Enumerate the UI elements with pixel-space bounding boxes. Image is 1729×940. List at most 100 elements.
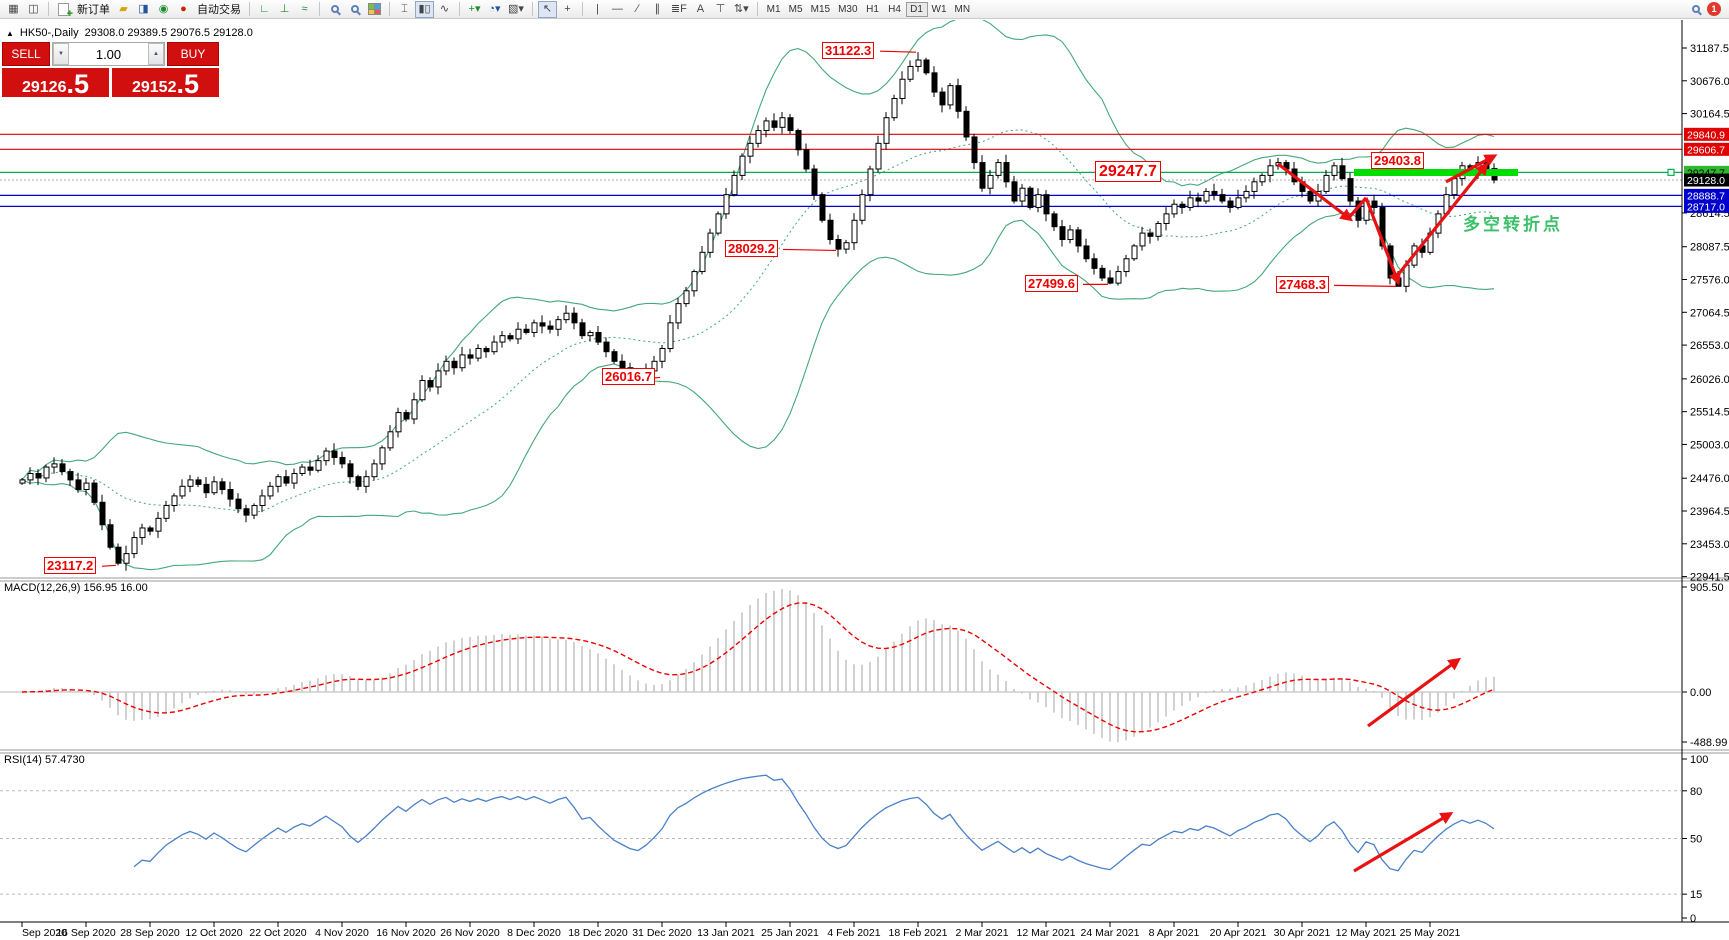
trend-arrows[interactable] — [1277, 154, 1498, 286]
bollinger-bands — [21, 20, 1495, 571]
notifications-icon[interactable]: 1 — [1707, 2, 1721, 16]
new-order-label[interactable]: 新订单 — [77, 4, 110, 16]
svg-text:25 Jan 2021: 25 Jan 2021 — [761, 927, 819, 939]
price-callout-29403.8[interactable]: 29403.8 — [1371, 152, 1424, 170]
trendline-icon[interactable]: ∕ — [636, 2, 639, 15]
zoom-in-icon[interactable] — [325, 1, 344, 18]
timeframe-m5[interactable]: M5 — [788, 3, 803, 15]
svg-text:31187.5: 31187.5 — [1690, 43, 1729, 55]
search-icon[interactable] — [1692, 5, 1700, 13]
volume-input[interactable]: 1.00 — [95, 46, 122, 62]
timeframe-d1[interactable]: D1 — [905, 1, 928, 17]
svg-text:4 Feb 2021: 4 Feb 2021 — [827, 927, 880, 939]
svg-text:0.00: 0.00 — [1690, 687, 1711, 699]
toolbar-separator — [319, 2, 320, 16]
macd-axis: 905.50 0.00 -488.99 — [1682, 582, 1727, 749]
text-label-icon[interactable]: ⊤ — [715, 2, 726, 15]
green-resistance-bar[interactable] — [1354, 169, 1518, 176]
horizontal-line-icon[interactable]: — — [611, 2, 623, 15]
svg-text:28087.5: 28087.5 — [1690, 242, 1729, 254]
buy-button[interactable]: BUY — [167, 42, 219, 66]
add-indicator-icon[interactable]: +▾ — [468, 2, 481, 15]
new-chart-icon[interactable]: ▦ — [8, 2, 19, 15]
chart-shift-icon[interactable]: ∟ — [259, 2, 270, 15]
buy-price-display[interactable]: 29152.5 — [112, 68, 219, 98]
chart-profiles-icon[interactable]: ◫ — [28, 2, 39, 15]
candlestick-chart-icon[interactable]: ▮▯ — [415, 0, 434, 18]
bar-chart-icon[interactable]: ⌶ — [401, 2, 408, 15]
sell-button[interactable]: SELL — [2, 42, 50, 66]
svg-text:50: 50 — [1690, 834, 1702, 846]
annotation-note-text[interactable]: 多空转折点 — [1463, 215, 1563, 234]
line-chart-icon[interactable]: ∿ — [439, 2, 450, 15]
toolbar-separator — [249, 2, 250, 16]
timeframe-m30[interactable]: M30 — [838, 3, 858, 15]
svg-text:13 Jan 2021: 13 Jan 2021 — [697, 927, 755, 939]
sell-price-display[interactable]: 29126.5 — [2, 68, 109, 98]
timeframe-h1[interactable]: H1 — [866, 3, 879, 15]
history-center-icon[interactable]: ▰ — [119, 2, 128, 15]
svg-text:16 Nov 2020: 16 Nov 2020 — [376, 927, 436, 939]
price-callout-27468.3[interactable]: 27468.3 — [1276, 276, 1329, 294]
chart-curve-icon[interactable]: ≈ — [301, 2, 308, 15]
price-callout-26016.7[interactable]: 26016.7 — [602, 368, 655, 386]
arrows-tool-icon[interactable]: ⇅▾ — [733, 2, 749, 15]
svg-text:25 May 2021: 25 May 2021 — [1400, 927, 1461, 939]
svg-text:2 Mar 2021: 2 Mar 2021 — [955, 927, 1008, 939]
svg-text:18 Feb 2021: 18 Feb 2021 — [889, 927, 948, 939]
rsi-trend-arrow[interactable] — [1353, 812, 1454, 873]
timeframe-h4[interactable]: H4 — [888, 3, 901, 15]
price-callout-29247.7[interactable]: 29247.7 — [1095, 161, 1161, 183]
svg-text:29128.0: 29128.0 — [1687, 175, 1725, 187]
terminal-icon[interactable]: ◨ — [138, 2, 149, 15]
timeframe-m1[interactable]: M1 — [766, 3, 781, 15]
svg-text:26026.0: 26026.0 — [1690, 374, 1729, 386]
svg-text:12 Mar 2021: 12 Mar 2021 — [1017, 927, 1076, 939]
tile-windows-icon[interactable] — [365, 1, 384, 18]
collapse-triangle-icon[interactable]: ▲ — [6, 28, 14, 38]
price-callout-31122.3[interactable]: 31122.3 — [822, 42, 875, 60]
vertical-line-icon[interactable]: | — [595, 2, 599, 15]
svg-text:30 Apr 2021: 30 Apr 2021 — [1274, 927, 1331, 939]
new-order-icon[interactable] — [54, 1, 73, 20]
templates-icon[interactable]: ▧▾ — [508, 2, 524, 15]
svg-text:20 Apr 2021: 20 Apr 2021 — [1210, 927, 1267, 939]
timeframe-bar: M1 M5 M15 M30 H1 H4 D1 W1 MN — [763, 1, 974, 17]
signals-icon[interactable]: ◉ — [158, 2, 169, 15]
svg-text:27064.5: 27064.5 — [1690, 307, 1729, 319]
svg-text:28 Sep 2020: 28 Sep 2020 — [120, 927, 180, 939]
volume-increase-button[interactable]: ▲ — [148, 43, 164, 65]
svg-text:25514.5: 25514.5 — [1690, 407, 1729, 419]
price-callout-28029.2[interactable]: 28029.2 — [725, 240, 778, 258]
equidistant-channel-icon[interactable]: ∥ — [654, 2, 661, 15]
svg-text:80: 80 — [1690, 786, 1702, 798]
text-icon[interactable]: A — [696, 2, 705, 15]
chart-autoscroll-icon[interactable]: ⊥ — [279, 2, 290, 15]
toolbar-separator — [531, 2, 533, 16]
svg-text:12 May 2021: 12 May 2021 — [1336, 927, 1397, 939]
macd-trend-arrow[interactable] — [1367, 657, 1462, 728]
autotrading-icon[interactable]: ● — [180, 2, 187, 15]
autotrading-label[interactable]: 自动交易 — [197, 4, 241, 16]
rsi-label: RSI(14) 57.4730 — [4, 754, 85, 766]
svg-text:26 Nov 2020: 26 Nov 2020 — [440, 927, 500, 939]
periods-icon[interactable]: ◔▾ — [488, 2, 501, 15]
toolbar-separator — [389, 2, 390, 16]
fibonacci-icon[interactable]: ≣F — [670, 2, 687, 15]
horizontal-level-lines[interactable] — [0, 133, 1682, 207]
crosshair-icon[interactable]: + — [564, 2, 571, 15]
price-callout-23117.2[interactable]: 23117.2 — [44, 557, 97, 575]
cursor-icon[interactable]: ↖ — [537, 0, 557, 18]
timeframe-mn[interactable]: MN — [954, 3, 971, 15]
timeframe-m15[interactable]: M15 — [810, 3, 831, 15]
svg-text:23453.0: 23453.0 — [1690, 539, 1729, 551]
volume-decrease-button[interactable]: ▼ — [53, 43, 69, 65]
zoom-out-icon[interactable] — [345, 1, 364, 18]
price-axis[interactable]: 31187.530676.030164.528614.528087.527576… — [1682, 43, 1729, 584]
price-callout-27499.6[interactable]: 27499.6 — [1025, 275, 1078, 293]
timeframe-w1[interactable]: W1 — [931, 3, 947, 15]
toolbar-separator — [756, 2, 758, 16]
candlesticks — [19, 52, 1498, 571]
